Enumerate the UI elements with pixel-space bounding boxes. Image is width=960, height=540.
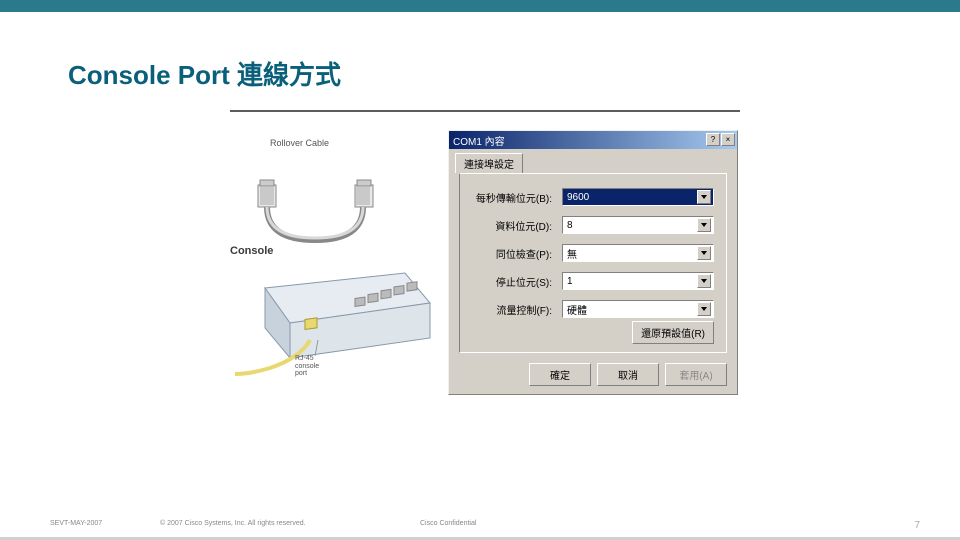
label-flowcontrol: 流量控制(F): [472, 302, 562, 317]
footer-copyright: © 2007 Cisco Systems, Inc. All rights re… [160, 520, 306, 527]
chevron-down-icon[interactable] [697, 190, 711, 204]
label-databits: 資料位元(D): [472, 218, 562, 233]
field-stopbits: 停止位元(S): 1 [472, 272, 714, 290]
help-button[interactable]: ? [706, 133, 720, 146]
port-settings-group: 每秒傳輸位元(B): 9600 資料位元(D): 8 同位檢查(P): 無 [459, 173, 727, 353]
footer-event: SEVT-MAY-2007 [50, 520, 102, 527]
top-accent-bar [0, 0, 960, 12]
close-button[interactable]: × [721, 133, 735, 146]
label-stopbits: 停止位元(S): [472, 274, 562, 289]
reset-defaults-button[interactable]: 還原預設值(R) [632, 321, 714, 344]
tab-row: 連接埠設定 [449, 149, 737, 173]
com-properties-dialog: COM1 內容 ? × 連接埠設定 每秒傳輸位元(B): 9600 資料位元(D… [448, 130, 738, 395]
select-stopbits[interactable]: 1 [562, 272, 714, 290]
select-flowcontrol[interactable]: 硬體 [562, 300, 714, 318]
footer-confidential: Cisco Confidential [420, 520, 476, 527]
page-number: 7 [914, 520, 920, 531]
rollover-cable-icon [250, 150, 430, 250]
dialog-title: COM1 內容 [453, 133, 505, 148]
console-label: Console [230, 245, 273, 257]
cancel-button[interactable]: 取消 [597, 363, 659, 386]
field-flowcontrol: 流量控制(F): 硬體 [472, 300, 714, 318]
select-baud-value: 9600 [567, 192, 589, 203]
select-flowcontrol-value: 硬體 [567, 302, 587, 317]
dialog-titlebar: COM1 內容 ? × [449, 131, 737, 149]
title-underline [230, 110, 740, 112]
console-device-icon [230, 258, 440, 378]
field-parity: 同位檢查(P): 無 [472, 244, 714, 262]
select-parity-value: 無 [567, 246, 577, 261]
select-parity[interactable]: 無 [562, 244, 714, 262]
cable-label: Rollover Cable [270, 138, 329, 148]
slide-title: Console Port 連線方式 [68, 55, 341, 92]
tab-port-settings[interactable]: 連接埠設定 [455, 153, 523, 173]
select-databits[interactable]: 8 [562, 216, 714, 234]
console-port-label: RJ-45consoleport [295, 355, 319, 378]
content-area: Rollover Cable Console [230, 130, 740, 400]
label-baud: 每秒傳輸位元(B): [472, 190, 562, 205]
rollover-diagram: Rollover Cable Console [230, 130, 440, 400]
chevron-down-icon[interactable] [697, 274, 711, 288]
select-stopbits-value: 1 [567, 276, 573, 287]
label-parity: 同位檢查(P): [472, 246, 562, 261]
select-databits-value: 8 [567, 220, 573, 231]
field-databits: 資料位元(D): 8 [472, 216, 714, 234]
chevron-down-icon[interactable] [697, 246, 711, 260]
apply-button[interactable]: 套用(A) [665, 363, 727, 386]
chevron-down-icon[interactable] [697, 302, 711, 316]
field-baud: 每秒傳輸位元(B): 9600 [472, 188, 714, 206]
select-baud[interactable]: 9600 [562, 188, 714, 206]
ok-button[interactable]: 確定 [529, 363, 591, 386]
chevron-down-icon[interactable] [697, 218, 711, 232]
